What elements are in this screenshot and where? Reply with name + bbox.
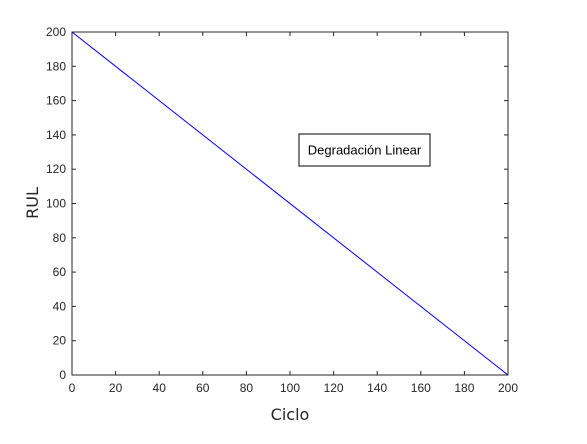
x-axis-label: Ciclo <box>271 405 310 424</box>
y-tick-label: 160 <box>46 94 66 108</box>
y-tick-label: 100 <box>46 197 66 211</box>
annotation-frame <box>298 133 431 167</box>
y-axis-label: RUL <box>23 187 42 219</box>
x-tick-label: 0 <box>69 381 76 395</box>
y-tick-label: 140 <box>46 128 66 142</box>
y-tick-label: 40 <box>53 299 67 313</box>
annotation-box: Degradación Linear <box>298 133 431 167</box>
y-tick-label: 180 <box>46 59 66 73</box>
series-layer <box>71 31 509 376</box>
x-tick-label: 180 <box>454 381 474 395</box>
x-tick-label: 200 <box>498 381 518 395</box>
x-tick-label: 80 <box>240 381 254 395</box>
x-tick-label: 40 <box>153 381 167 395</box>
y-tick-label: 60 <box>53 265 67 279</box>
x-tick-label: 140 <box>367 381 387 395</box>
y-tick-label: 0 <box>59 368 66 382</box>
x-tick-label: 20 <box>109 381 123 395</box>
x-tick-label: 100 <box>280 381 300 395</box>
y-tick-label: 20 <box>53 334 67 348</box>
annotation-text: Degradación Linear <box>308 143 422 158</box>
x-tick-label: 60 <box>196 381 210 395</box>
y-tick-label: 80 <box>53 231 67 245</box>
y-tick-label: 200 <box>46 25 66 39</box>
series-line-0 <box>71 31 509 376</box>
x-tick-label: 160 <box>411 381 431 395</box>
y-tick-label: 120 <box>46 162 66 176</box>
ticks-layer: 0 20 40 60 80 100 120 140 160 180 200 0 20 40 60 80 100 1… <box>46 25 518 395</box>
x-tick-label: 120 <box>324 381 344 395</box>
axes-box <box>71 31 509 376</box>
